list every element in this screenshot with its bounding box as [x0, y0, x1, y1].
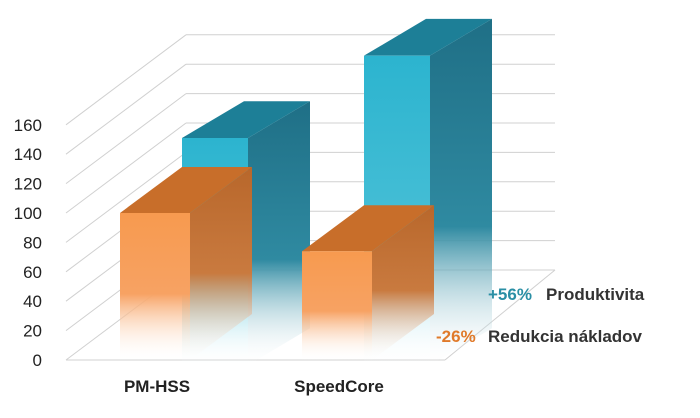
- bar-top: [182, 101, 310, 138]
- y-tick-label: 60: [23, 263, 42, 282]
- y-tick-label: 80: [23, 233, 42, 252]
- bar-top: [364, 18, 492, 56]
- bar-orange-0: [120, 167, 252, 360]
- gridline-side: [65, 151, 187, 243]
- bar-side: [372, 205, 434, 360]
- y-tick-label: 160: [14, 116, 42, 135]
- annotation-0: +56% Produktivita: [488, 285, 645, 304]
- bar-side: [248, 101, 310, 365]
- y-tick-label: 140: [14, 145, 42, 164]
- x-category-label: PM-HSS: [124, 377, 190, 396]
- gridline-side: [65, 122, 187, 214]
- bar-front: [120, 213, 190, 360]
- y-tick-label: 40: [23, 292, 42, 311]
- bar-front: [302, 251, 372, 360]
- bar-side: [430, 18, 492, 365]
- annotation-1: -26% Redukcia nákladov: [436, 327, 643, 346]
- x-category-label: SpeedCore: [294, 377, 384, 396]
- gridline-side: [65, 34, 187, 126]
- y-tick-label: 20: [23, 322, 42, 341]
- y-tick-label: 0: [33, 351, 42, 370]
- bar-orange-1: [302, 205, 434, 360]
- gridline-side: [65, 93, 187, 185]
- gridline-side: [65, 63, 187, 155]
- bar-side: [190, 167, 252, 360]
- annotation-text: Produktivita: [546, 285, 645, 304]
- bar-top: [302, 205, 434, 252]
- y-tick-label: 120: [14, 175, 42, 194]
- y-tick-label: 100: [14, 204, 42, 223]
- annotation-value: -26%: [436, 327, 476, 346]
- annotation-text: Redukcia nákladov: [488, 327, 643, 346]
- bar-top: [120, 167, 252, 213]
- annotation-value: +56%: [488, 285, 532, 304]
